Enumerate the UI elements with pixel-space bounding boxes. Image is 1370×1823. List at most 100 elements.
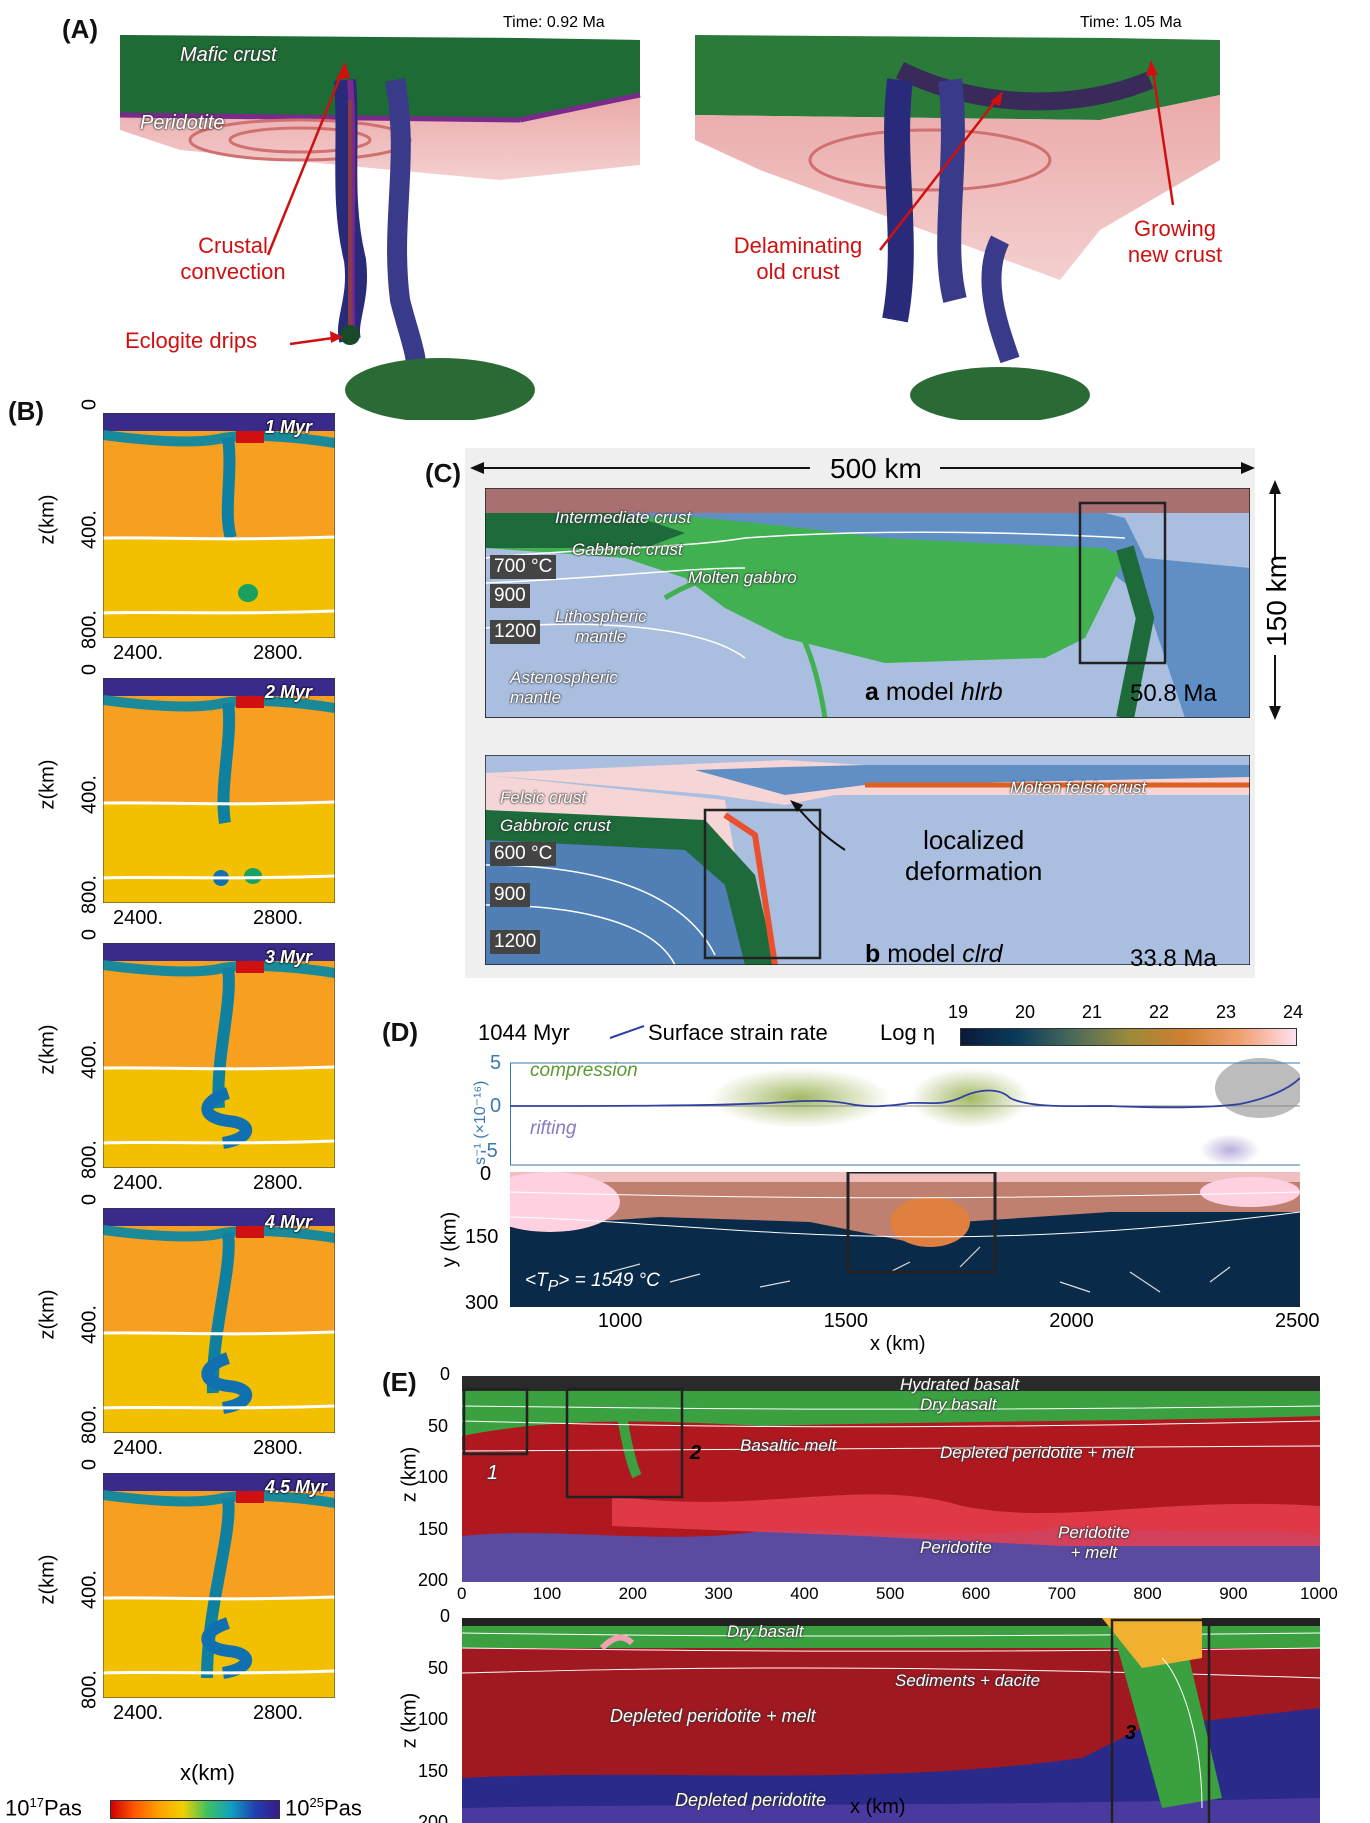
e-ytick: 200 [418, 1812, 449, 1823]
snapshot-time-label: 4.5 Myr [265, 1477, 328, 1497]
strain-rate-plot [510, 1058, 1300, 1166]
b-ylabel: z(km) [36, 1289, 59, 1340]
time-right: Time: 1.05 Ma [1080, 14, 1182, 31]
e-ytick: 0 [440, 1606, 451, 1626]
strain-ytick-0: 0 [490, 1095, 502, 1117]
model-b-caption: b model clrd [865, 940, 1003, 968]
b-ytick: 400. [78, 1570, 101, 1609]
gabbroic-crust-label-b: Gabbroic crust [500, 816, 611, 835]
model-b-section [485, 755, 1250, 965]
panel-d-zoom-box [846, 1172, 997, 1274]
section-e-top [462, 1376, 1320, 1582]
temp-900-b: 900 [490, 883, 530, 907]
e-ytick: 50 [428, 1657, 449, 1678]
e-box-2 [565, 1387, 684, 1499]
peridotite-label: Peridotite [140, 112, 225, 134]
viscosity-plot [103, 943, 335, 1168]
width-label: 500 km [830, 453, 922, 484]
panel-b-label: (B) [8, 396, 45, 426]
d-ytick-0: 0 [480, 1163, 492, 1185]
b-ylabel: z(km) [36, 1554, 59, 1605]
e-ytick: 100 [418, 1467, 449, 1487]
e-ytick: 100 [418, 1709, 449, 1729]
depleted-melt-label-bottom: Depleted peridotite + melt [610, 1706, 816, 1726]
panel-d-time: 1044 Myr [478, 1020, 570, 1045]
b-ytick: 400. [78, 510, 101, 549]
e-xtick: 200 [618, 1584, 647, 1603]
strain-legend-line [609, 1025, 645, 1039]
felsic-crust-label: Felsic crust [500, 788, 586, 807]
model-b-age: 33.8 Ma [1130, 945, 1217, 972]
cbar-tick: 21 [1082, 1002, 1103, 1022]
peridotite-label-e: Peridotite [920, 1538, 992, 1557]
b-ytick: 0 [78, 928, 101, 941]
cbar-low-label: 1017Pas [5, 1795, 82, 1821]
cbar-tick: 23 [1216, 1002, 1237, 1022]
cbar-tick: 20 [1015, 1002, 1036, 1022]
basaltic-melt-label: Basaltic melt [740, 1436, 837, 1455]
e-xtick: 500 [876, 1584, 905, 1603]
localized-deformation-label: localized deformation [905, 825, 1043, 886]
b-ytick: 0 [78, 398, 101, 411]
growing-crust-label: Growing new crust [1127, 216, 1223, 267]
d-xtick: 1000 [597, 1310, 643, 1332]
compression-label: compression [530, 1060, 638, 1081]
model-a-zoom-box [1078, 501, 1167, 665]
panel-c-label: (C) [425, 458, 462, 488]
e-xlabel: x (km) [850, 1796, 906, 1818]
snapshot-time-label: 2 Myr [265, 682, 313, 702]
b-ytick: 400. [78, 1040, 101, 1079]
depleted-label-bottom: Depleted peridotite [675, 1790, 827, 1810]
rifting-label: rifting [530, 1118, 577, 1139]
viscosity-snapshot: 4.5 Myr 0 400. 800. z(km) 2400. 2800. [0, 1459, 360, 1738]
d-xlabel: x (km) [870, 1333, 926, 1355]
panel-b-colorbar [110, 1800, 280, 1819]
d-xticks: 1000 1500 2000 2500 [510, 1310, 1320, 1334]
log-eta-ticks: 19 20 21 22 23 24 [948, 1002, 1303, 1024]
cbar-high-label: 1025Pas [285, 1795, 362, 1821]
b-ytick: 0 [78, 663, 101, 676]
peridotite-left [120, 95, 640, 180]
viscosity-snapshot: 2 Myr 0 400. 800. z(km) 2400. 2800. [0, 664, 360, 943]
b-xtick: 2800. [253, 1172, 304, 1194]
e-xtick: 900 [1219, 1584, 1248, 1603]
b-ytick: 0 [78, 1193, 101, 1206]
e-xtick: 800 [1133, 1584, 1162, 1603]
e-xtick: 0 [457, 1584, 467, 1603]
viscosity-plot [103, 1208, 335, 1433]
panel-a-render [119, 35, 1220, 420]
molten-gabbro-label: Molten gabbro [688, 568, 797, 587]
e-ytick: 200 [418, 1570, 449, 1590]
model-a-section [485, 488, 1250, 718]
tp-label: <TP> = 1549 °C [525, 1270, 660, 1295]
cbar-tick: 22 [1149, 1002, 1170, 1022]
b-xtick: 2800. [253, 642, 304, 664]
e-xtick: 100 [532, 1584, 562, 1603]
time-left: Time: 0.92 Ma [503, 14, 605, 31]
e-xtick: 300 [704, 1584, 733, 1603]
box-2-label: 2 [690, 1442, 702, 1464]
viscosity-section [510, 1172, 1300, 1307]
b-ylabel: z(km) [36, 494, 59, 545]
d-xtick: 2000 [1049, 1310, 1094, 1332]
cbar-tick: 19 [948, 1002, 969, 1022]
strain-ytick-5: 5 [490, 1052, 502, 1074]
d-ylabel: y (km) [438, 1211, 461, 1268]
temp-700: 700 °C [490, 555, 557, 579]
asthenospheric-label: Astenospheric mantle [510, 668, 618, 707]
lithospheric-label: Lithospheric mantle [555, 607, 647, 646]
snapshot-time-label: 1 Myr [265, 417, 313, 437]
e-xtick: 600 [961, 1584, 991, 1603]
log-eta-colorbar [960, 1028, 1297, 1046]
viscosity-snapshot: 1 Myr 0 400. 800. z(km) 2400. 2800. [0, 399, 360, 678]
model-b-zoom-box [703, 808, 822, 960]
panel-b-stack: 1 Myr 0 400. 800. z(km) 2400. 2800. 2 Myr 0 400.… [0, 399, 360, 1823]
d-ytick-300: 300 [465, 1292, 499, 1314]
snapshot-time-label: 3 Myr [265, 947, 313, 967]
b-xtick: 2400. [113, 907, 164, 929]
eclogite-drip [340, 325, 360, 345]
e-ytick: 150 [418, 1760, 449, 1781]
b-ytick: 0 [78, 1458, 101, 1471]
viscosity-snapshot: 3 Myr 0 400. 800. z(km) 2400. 2800. [0, 929, 360, 1208]
